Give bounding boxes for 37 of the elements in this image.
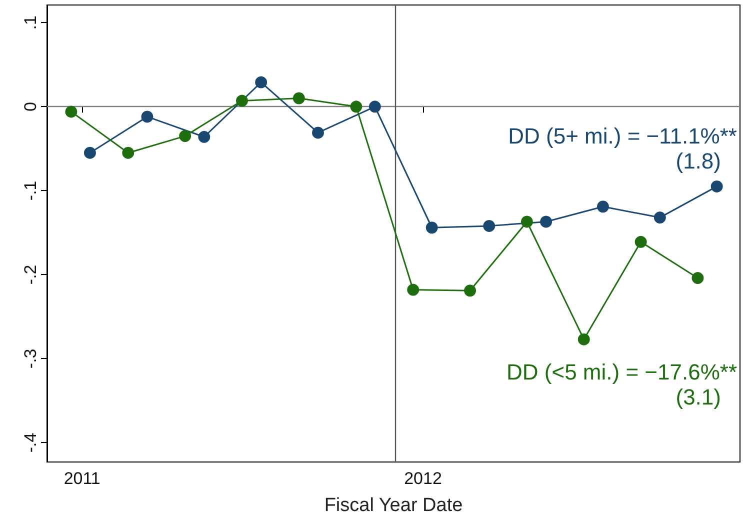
- point: [464, 284, 476, 297]
- x-tick-label: 2011: [64, 469, 100, 488]
- point: [540, 216, 552, 228]
- y-tick-label: -.4: [21, 432, 40, 453]
- annotation: DD (5+ mi.) = −11.1%**: [508, 124, 738, 148]
- point: [634, 236, 647, 248]
- annotation: DD (<5 mi.) = −17.6%**: [506, 360, 738, 384]
- y-tick-label: -.2: [21, 264, 40, 285]
- point: [236, 94, 248, 107]
- point: [350, 100, 362, 113]
- point: [141, 110, 154, 123]
- point: [426, 222, 438, 234]
- point: [483, 220, 496, 232]
- point: [65, 106, 78, 118]
- y-tick-label: -.1: [21, 180, 40, 201]
- y-tick-label: .1: [21, 16, 40, 30]
- point: [596, 200, 609, 213]
- point: [368, 100, 381, 113]
- annotation: (3.1): [676, 384, 721, 410]
- point: [84, 146, 96, 159]
- point: [179, 130, 192, 142]
- point: [255, 76, 268, 88]
- point: [198, 130, 210, 143]
- y-tick-label: -.3: [21, 348, 40, 369]
- point: [654, 212, 666, 224]
- point: [710, 180, 723, 192]
- point: [292, 92, 305, 104]
- annotation: (1.8): [676, 148, 721, 174]
- point: [122, 146, 134, 159]
- point: [312, 126, 324, 139]
- point: [578, 333, 590, 346]
- point: [692, 272, 704, 284]
- y-tick-label: 0: [21, 102, 40, 112]
- point: [520, 216, 533, 228]
- x-axis-title: Fiscal Year Date: [324, 495, 463, 516]
- x-tick-label: 2012: [404, 469, 442, 488]
- point: [407, 284, 420, 296]
